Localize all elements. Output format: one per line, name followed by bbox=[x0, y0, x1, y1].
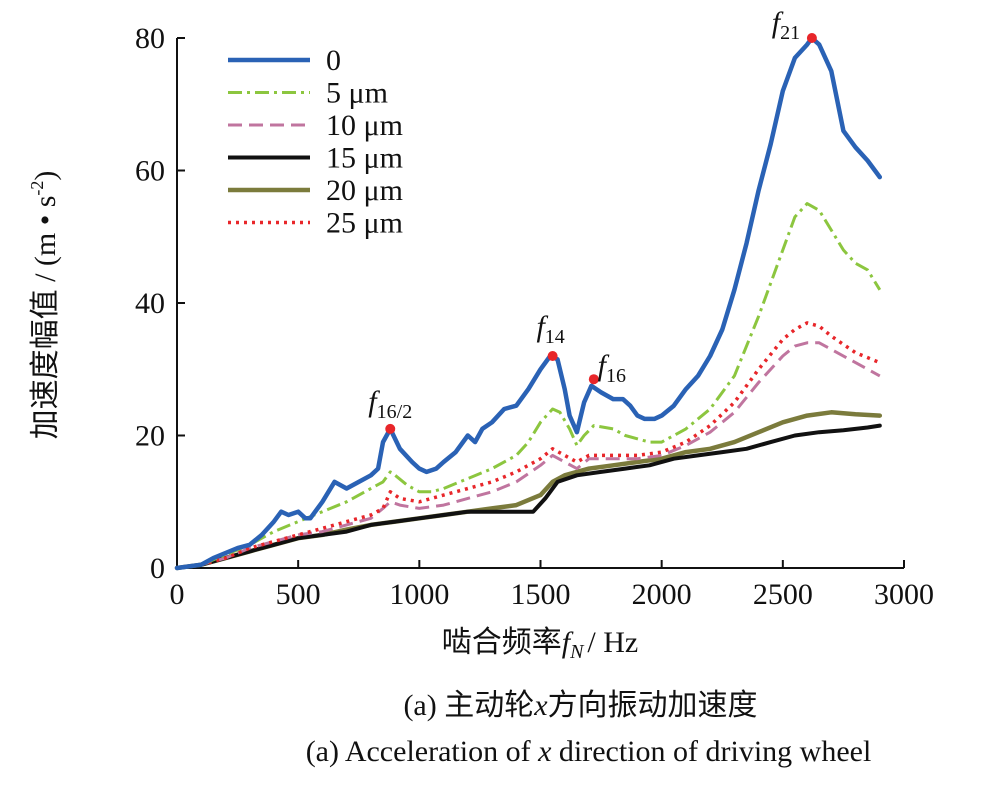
peak-label: f21 bbox=[772, 6, 800, 44]
y-axis-title: 加速度幅值 / (m • s-2) bbox=[27, 171, 62, 440]
series-line-5 bbox=[176, 321, 881, 570]
x-axis-title: 啮合频率fN / Hz bbox=[442, 626, 639, 663]
x-tick-label: 1500 bbox=[511, 578, 571, 611]
y-axis-title-sup: -2 bbox=[27, 181, 47, 196]
caption-english-suffix: direction of driving wheel bbox=[551, 735, 872, 768]
caption-english-var: x bbox=[538, 735, 552, 768]
peak-label-sub: 14 bbox=[545, 326, 565, 348]
x-tick-label: 0 bbox=[170, 578, 185, 611]
axes bbox=[176, 38, 904, 569]
legend-label-0: 0 bbox=[326, 44, 341, 77]
series-layer bbox=[174, 35, 883, 571]
x-tick-label: 1000 bbox=[389, 578, 449, 611]
y-tick-label: 80 bbox=[135, 22, 165, 55]
peak-marker bbox=[806, 33, 817, 43]
legend-label-1: 5 μm bbox=[326, 77, 388, 110]
y-tick-label: 20 bbox=[135, 420, 165, 453]
x-tick-label: 2500 bbox=[753, 578, 813, 611]
caption-chinese-prefix: (a) 主动轮 bbox=[403, 689, 535, 722]
x-tick-label: 3000 bbox=[874, 578, 934, 611]
legend-label-2: 10 μm bbox=[326, 109, 403, 142]
series-line-4 bbox=[174, 410, 883, 571]
peak-label: f16/2 bbox=[368, 385, 412, 423]
y-ticks: 0 20 40 60 80 bbox=[135, 22, 185, 585]
legend-label-3: 15 μm bbox=[326, 142, 403, 175]
series-line-0 bbox=[174, 35, 883, 571]
peak-marker bbox=[588, 374, 599, 385]
peak-marker bbox=[385, 423, 396, 434]
series-line-1 bbox=[176, 202, 882, 570]
peak-label: f16 bbox=[598, 349, 626, 387]
caption-chinese-suffix: 方向振动加速度 bbox=[547, 689, 758, 722]
y-axis-title-end: ) bbox=[29, 171, 62, 181]
caption-chinese-var: x bbox=[534, 689, 548, 722]
y-tick-label: 0 bbox=[150, 552, 165, 585]
x-axis-title-sub: N bbox=[569, 641, 585, 663]
legend-label-4: 20 μm bbox=[326, 174, 403, 207]
x-axis-title-unit: / Hz bbox=[587, 626, 638, 659]
y-tick-label: 60 bbox=[135, 155, 165, 188]
peak-label-sub: 16 bbox=[606, 365, 626, 387]
x-tick-label: 500 bbox=[276, 578, 321, 611]
x-tick-label: 2000 bbox=[632, 578, 692, 611]
x-ticks: 0 500 1000 1500 2000 2500 3000 bbox=[170, 560, 934, 611]
caption-english: (a) Acceleration of x direction of drivi… bbox=[96, 735, 985, 769]
peak-marker bbox=[547, 351, 558, 361]
peak-label-sub: 16/2 bbox=[377, 401, 413, 423]
caption-english-prefix: (a) Acceleration of bbox=[305, 735, 539, 768]
peak-label: f14 bbox=[536, 310, 564, 348]
series-line-3 bbox=[175, 423, 882, 570]
caption-chinese: (a) 主动轮x方向振动加速度 bbox=[88, 680, 985, 724]
series-line-2 bbox=[176, 341, 881, 570]
y-tick-label: 40 bbox=[135, 287, 165, 320]
chart: 0 500 1000 1500 2000 2500 3000 0 20 40 60 80 f16/2… bbox=[27, 6, 934, 663]
y-axis-title-main: 加速度幅值 / (m • s bbox=[29, 196, 62, 440]
peak-label-sub: 21 bbox=[780, 22, 800, 44]
legend-label-5: 25 μm bbox=[326, 207, 403, 240]
x-axis-title-main: 啮合频率 bbox=[442, 626, 562, 659]
